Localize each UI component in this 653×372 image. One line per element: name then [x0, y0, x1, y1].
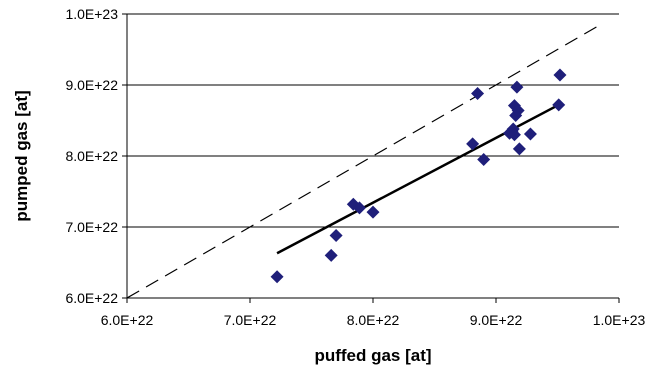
data-point	[553, 68, 567, 82]
data-point	[466, 137, 480, 151]
trend-line	[276, 103, 561, 255]
y-tick-label: 7.0E+22	[65, 219, 118, 235]
data-point	[512, 142, 526, 156]
y-tick-labels: 6.0E+22 7.0E+22 8.0E+22 9.0E+22 1.0E+23	[65, 6, 118, 306]
data-point	[552, 98, 566, 112]
gridlines	[127, 13, 619, 228]
x-tick-label: 9.0E+22	[470, 312, 523, 328]
x-axis-title: puffed gas [at]	[314, 346, 431, 365]
y-tick-label: 6.0E+22	[65, 290, 118, 306]
data-point	[510, 80, 524, 94]
y-tick-label: 9.0E+22	[65, 77, 118, 93]
y-tick-label: 1.0E+23	[65, 6, 118, 22]
x-tick-label: 6.0E+22	[101, 312, 154, 328]
data-points	[270, 68, 567, 284]
y-axis-title: pumped gas [at]	[12, 90, 31, 221]
data-point	[270, 270, 284, 284]
reference-line	[126, 24, 601, 299]
data-point	[329, 229, 343, 243]
data-point	[507, 128, 521, 142]
x-tick-label: 8.0E+22	[347, 312, 400, 328]
data-point	[523, 127, 537, 141]
data-point	[477, 153, 491, 167]
data-point	[511, 104, 525, 118]
x-tick-label: 7.0E+22	[224, 312, 277, 328]
axes	[122, 13, 620, 303]
y-tick-label: 8.0E+22	[65, 148, 118, 164]
data-point	[324, 248, 338, 262]
data-point	[471, 87, 485, 101]
x-tick-labels: 6.0E+22 7.0E+22 8.0E+22 9.0E+22 1.0E+23	[101, 312, 646, 328]
data-point	[352, 201, 366, 215]
data-point	[366, 205, 380, 219]
x-tick-label: 1.0E+23	[593, 312, 646, 328]
